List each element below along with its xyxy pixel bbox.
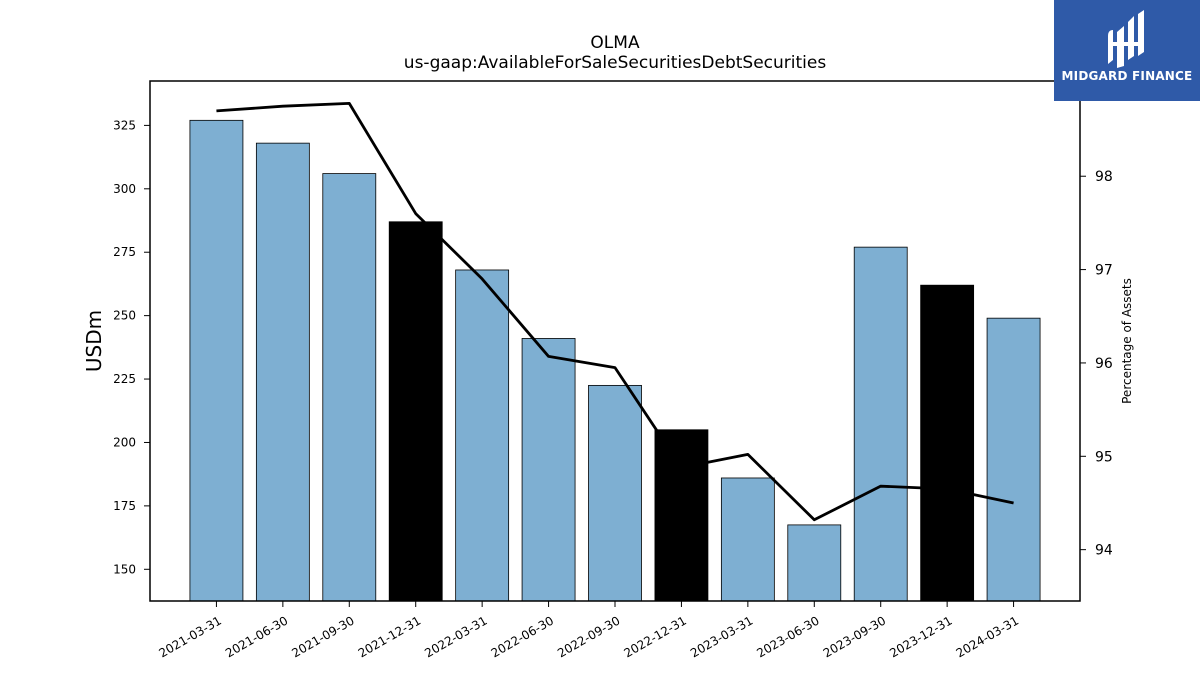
bar-2022-03-31 <box>455 269 510 602</box>
x-tick-label: 2022-06-30 <box>489 613 556 660</box>
bars-group <box>189 119 1041 602</box>
y2-tick-label: 98 <box>1095 169 1113 185</box>
y-tick-label: 300 <box>113 182 136 196</box>
y-axis-right: 94 95 96 97 98 <box>1080 169 1113 559</box>
midgard-logo-icon <box>1108 10 1144 68</box>
y-tick-label: 225 <box>113 372 136 386</box>
y-tick-label: 175 <box>113 499 136 513</box>
bar-2022-06-30 <box>521 338 576 602</box>
bar-2021-06-30 <box>255 142 310 602</box>
bar-2023-12-31 <box>920 284 975 602</box>
x-axis: 2021-03-31 2021-06-30 2021-09-30 2021-12-31… <box>157 601 1021 660</box>
x-tick-label: 2022-09-30 <box>555 613 622 660</box>
bar-2022-09-30 <box>588 384 642 602</box>
line-group <box>216 102 1014 522</box>
y2-axis-label: Percentage of Assets <box>1120 278 1134 404</box>
x-tick-label: 2023-06-30 <box>754 613 821 660</box>
bar-2021-12-31 <box>388 221 443 602</box>
x-tick-label: 2024-03-31 <box>954 613 1021 660</box>
y-tick-label: 150 <box>113 562 136 576</box>
x-tick-label: 2023-09-30 <box>821 613 888 660</box>
bar-2022-12-31 <box>654 429 709 602</box>
y2-tick-label: 97 <box>1095 263 1113 279</box>
x-tick-label: 2021-06-30 <box>223 613 290 660</box>
y-tick-label: 200 <box>113 435 136 449</box>
x-tick-label: 2021-03-31 <box>157 613 224 660</box>
y-axis-label: USDm <box>82 310 106 372</box>
y2-tick-label: 95 <box>1095 449 1113 465</box>
x-tick-label: 2022-03-31 <box>422 613 489 660</box>
line-series-percentage-of-assets <box>216 102 1014 522</box>
logo-text: MIDGARD FINANCE <box>1061 69 1193 83</box>
logo: MIDGARD FINANCE <box>1054 0 1200 101</box>
bar-2024-03-31 <box>986 317 1041 602</box>
x-tick-label: 2021-12-31 <box>356 613 423 660</box>
x-tick-label: 2023-12-31 <box>887 613 954 660</box>
x-tick-label: 2021-09-30 <box>289 613 356 660</box>
x-tick-label: 2022-12-31 <box>622 613 689 660</box>
y-axis-left: 150 175 200 225 250 275 300 325 <box>113 118 150 576</box>
chart-subtitle: us-gaap:AvailableForSaleSecuritiesDebtSe… <box>404 53 827 73</box>
bar-2023-03-31 <box>720 477 775 602</box>
bar-2023-09-30 <box>853 246 908 602</box>
y2-tick-label: 96 <box>1095 356 1113 372</box>
y-tick-label: 325 <box>113 118 136 132</box>
y-tick-label: 275 <box>113 245 136 259</box>
chart-title: OLMA <box>590 33 640 53</box>
bar-2023-06-30 <box>787 524 842 602</box>
bar-2021-03-31 <box>189 119 244 602</box>
y2-tick-label: 94 <box>1095 543 1113 559</box>
x-tick-label: 2023-03-31 <box>688 613 755 660</box>
bar-2021-09-30 <box>322 173 377 602</box>
y-tick-label: 250 <box>113 309 136 323</box>
